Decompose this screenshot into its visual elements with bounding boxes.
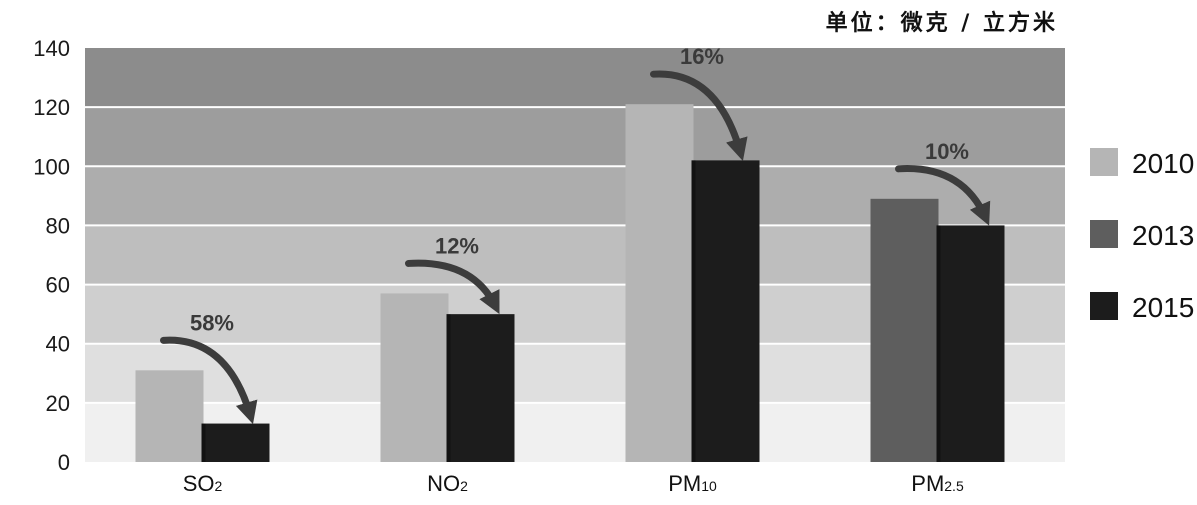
bar-2015 — [201, 423, 270, 462]
bar-shadow — [936, 225, 941, 462]
y-tick-label: 100 — [33, 154, 70, 179]
y-tick-label: 80 — [46, 213, 70, 238]
x-category-label: SO2 — [183, 471, 223, 496]
bar-2015 — [936, 225, 1005, 462]
decrease-arrow — [160, 336, 258, 425]
bar-shadow — [446, 314, 451, 462]
bar-shadow — [201, 423, 206, 462]
x-category-label: PM2.5 — [911, 471, 964, 496]
y-tick-label: 20 — [46, 391, 70, 416]
bar-2010 — [625, 104, 694, 462]
legend-label-2010: 2010 — [1132, 148, 1194, 179]
percent-label: 12% — [435, 233, 479, 258]
legend-swatch-2013 — [1090, 220, 1118, 248]
decrease-arrow — [405, 259, 500, 315]
unit-label: 单位：微克 / 立方米 — [826, 10, 1058, 36]
bar-2015 — [446, 314, 515, 462]
decrease-arrow — [650, 70, 748, 161]
y-tick-label: 140 — [33, 36, 70, 61]
percent-label: 16% — [680, 44, 724, 69]
bar-2010 — [135, 370, 204, 462]
grid-band — [85, 107, 1065, 167]
grid-band — [85, 48, 1065, 108]
y-tick-label: 0 — [58, 450, 70, 475]
legend-label-2015: 2015 — [1132, 292, 1194, 323]
percent-label: 58% — [190, 310, 234, 335]
decrease-arrow — [895, 165, 991, 226]
bar-2015 — [691, 160, 760, 462]
percent-label: 10% — [925, 139, 969, 164]
y-tick-label: 60 — [46, 273, 70, 298]
bar-2010 — [380, 293, 449, 462]
bar-shadow — [691, 160, 696, 462]
y-tick-label: 120 — [33, 95, 70, 120]
x-category-label: NO2 — [427, 471, 468, 496]
y-tick-label: 40 — [46, 332, 70, 357]
bar-2013 — [870, 198, 939, 463]
legend-label-2013: 2013 — [1132, 220, 1194, 251]
x-category-label: PM10 — [668, 471, 717, 496]
legend-swatch-2015 — [1090, 292, 1118, 320]
legend-swatch-2010 — [1090, 148, 1118, 176]
